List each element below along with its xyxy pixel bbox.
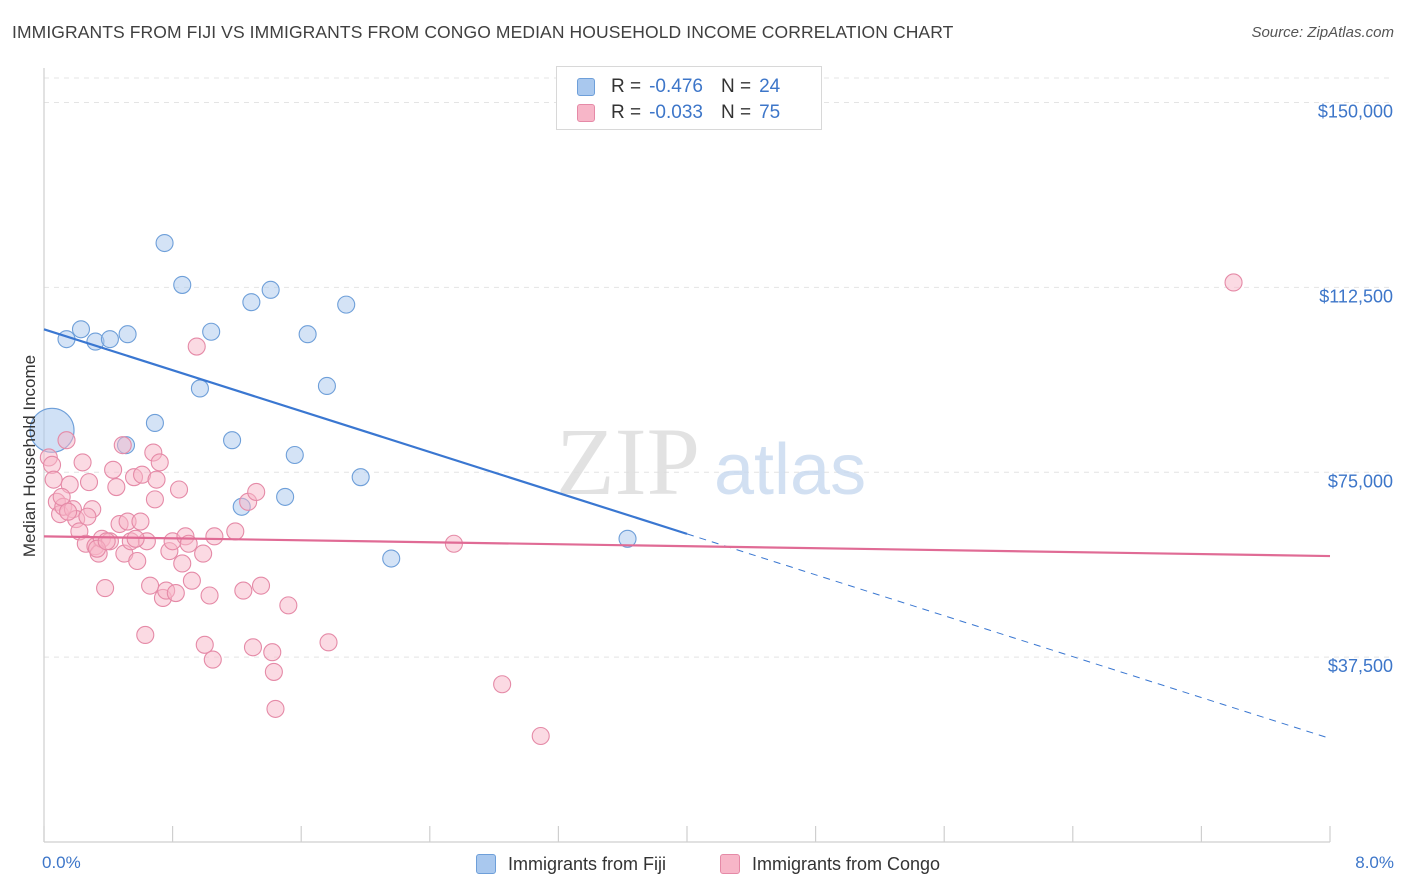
point-congo — [1224, 273, 1243, 292]
point-fiji — [382, 549, 401, 568]
y-tick-labels: $37,500 $75,000 $112,500 $150,000 — [1318, 102, 1393, 677]
point-congo — [73, 453, 92, 472]
point-congo — [136, 625, 155, 644]
point-congo — [203, 650, 222, 669]
legend-swatch-congo — [720, 854, 740, 874]
trend-line-fiji-extension — [686, 533, 1331, 739]
point-congo — [205, 527, 224, 546]
watermark-atlas: atlas — [714, 430, 866, 510]
point-fiji — [190, 379, 209, 398]
point-congo — [97, 532, 116, 551]
point-congo — [493, 675, 512, 694]
trend-layer — [43, 328, 1331, 739]
legend-r-label: R = — [611, 76, 642, 97]
legend-label-fiji: Immigrants from Fiji — [508, 853, 667, 874]
legend-r-value: -0.033 — [649, 102, 703, 123]
point-fiji — [618, 529, 637, 548]
point-congo — [234, 581, 253, 600]
point-fiji — [202, 322, 221, 341]
point-congo — [145, 490, 164, 509]
y-tick-label: $75,000 — [1328, 471, 1393, 491]
chart-title: IMMIGRANTS FROM FIJI VS IMMIGRANTS FROM … — [12, 22, 954, 42]
series-legend: Immigrants from Fiji Immigrants from Con… — [0, 850, 1406, 878]
legend-r-value: -0.476 — [649, 76, 703, 97]
point-congo — [113, 436, 132, 455]
point-fiji — [173, 275, 192, 294]
point-congo — [266, 699, 285, 718]
point-fiji — [242, 293, 261, 312]
point-fiji — [298, 325, 317, 344]
legend-row-congo: R = -0.033 N = 75 — [577, 101, 780, 125]
point-congo — [263, 643, 282, 662]
point-congo — [104, 460, 123, 479]
point-fiji — [145, 413, 164, 433]
legend-n-label: N = — [720, 76, 752, 97]
point-congo — [194, 544, 213, 563]
legend-item-congo[interactable]: Immigrants from Congo — [720, 850, 940, 878]
trend-line-fiji — [43, 328, 688, 535]
point-congo — [96, 579, 115, 598]
point-congo — [247, 482, 266, 502]
legend-n-value: 24 — [759, 76, 781, 97]
chart-source: Source: ZipAtlas.com — [1251, 24, 1394, 41]
y-tick-label: $37,500 — [1328, 656, 1393, 676]
point-congo — [79, 473, 99, 492]
legend-label-congo: Immigrants from Congo — [752, 853, 941, 874]
point-congo — [131, 512, 150, 531]
point-fiji — [155, 233, 174, 253]
point-fiji — [223, 431, 242, 450]
point-congo — [169, 480, 189, 499]
x-tick-label-min: 0.0% — [42, 853, 81, 872]
point-congo — [44, 470, 63, 489]
point-congo — [251, 576, 271, 595]
trend-line-congo — [43, 535, 1331, 558]
point-congo — [107, 477, 126, 497]
point-fiji — [71, 320, 91, 339]
point-congo — [279, 596, 298, 615]
point-congo — [128, 551, 147, 571]
grid-layer — [44, 77, 1394, 658]
point-fiji — [276, 487, 295, 506]
point-fiji — [261, 280, 280, 299]
point-congo — [319, 633, 338, 652]
point-congo — [243, 638, 263, 657]
point-fiji — [337, 295, 356, 314]
legend-item-fiji[interactable]: Immigrants from Fiji — [476, 850, 666, 878]
point-fiji — [118, 325, 137, 344]
point-congo — [150, 453, 169, 472]
x-tick-label-max: 8.0% — [1355, 853, 1394, 872]
point-congo — [57, 431, 76, 450]
point-congo — [226, 522, 245, 541]
y-axis-label: Median Household Income — [20, 354, 39, 558]
y-tick-label: $150,000 — [1318, 102, 1393, 122]
correlation-legend: R = -0.476 N = 24 R = -0.033 N = 75 — [556, 66, 822, 130]
point-congo — [78, 507, 97, 526]
point-fiji — [351, 468, 370, 487]
point-congo — [147, 470, 166, 489]
point-congo — [59, 502, 78, 521]
point-congo — [195, 635, 214, 654]
point-fiji — [100, 330, 119, 349]
watermark-zip: ZIP — [556, 408, 700, 515]
point-congo — [141, 576, 160, 595]
legend-swatch-congo — [577, 104, 595, 122]
point-congo — [200, 586, 219, 605]
point-congo — [182, 571, 201, 590]
y-tick-label: $112,500 — [1319, 286, 1393, 306]
legend-swatch-fiji — [476, 854, 496, 874]
point-congo — [173, 554, 192, 573]
legend-r-label: R = — [611, 102, 642, 123]
point-fiji — [317, 376, 336, 396]
legend-n-value: 75 — [759, 102, 781, 123]
point-fiji — [285, 445, 304, 465]
legend-n-label: N = — [720, 102, 752, 123]
watermark: ZIP atlas — [556, 408, 866, 515]
point-congo — [187, 337, 206, 356]
legend-swatch-fiji — [577, 78, 595, 96]
point-congo — [531, 726, 550, 746]
point-congo — [264, 662, 283, 681]
point-congo — [166, 583, 185, 603]
legend-row-fiji: R = -0.476 N = 24 — [577, 75, 780, 99]
